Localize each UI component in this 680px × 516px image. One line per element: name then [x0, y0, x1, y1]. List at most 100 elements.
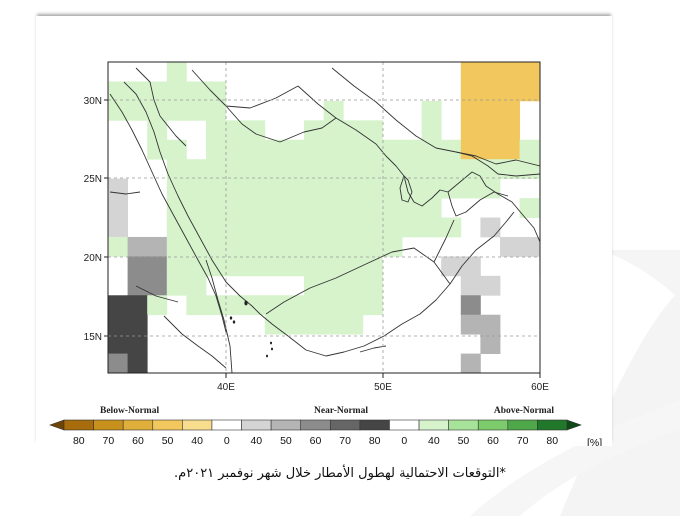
grid-cell	[480, 275, 501, 296]
grid-cell	[343, 159, 364, 180]
grid-cell	[225, 120, 246, 141]
grid-cell	[460, 81, 481, 102]
lat-label-30n: 30N	[84, 96, 102, 107]
lat-label-25n: 25N	[84, 174, 102, 185]
islands	[229, 300, 273, 358]
grid-cell	[598, 218, 612, 238]
grid-cell	[206, 159, 226, 180]
grid-cell	[578, 62, 598, 82]
grid-cell	[559, 101, 579, 121]
grid-cell	[264, 178, 285, 199]
grid-cell	[284, 217, 305, 238]
grid-cell	[343, 139, 364, 160]
above-normal-label: Above-Normal	[494, 406, 555, 416]
grid-cell	[245, 198, 266, 218]
grid-cell	[323, 120, 344, 141]
colorbar-swatch	[507, 419, 538, 431]
grid-cell	[127, 275, 148, 296]
colorbar-swatch	[477, 419, 509, 431]
grid-cell	[323, 100, 344, 121]
legend-unit: [%]	[587, 437, 602, 446]
grid-cell	[402, 159, 422, 180]
grid-cell	[421, 100, 442, 121]
grid-cell	[245, 256, 266, 277]
grid-cell	[500, 62, 520, 82]
grid-cell	[323, 139, 344, 160]
grid-cell	[264, 159, 285, 180]
grid-cell	[559, 81, 579, 101]
grid-cell	[323, 178, 344, 199]
grid-cell	[460, 159, 481, 180]
grid-cell	[206, 81, 226, 102]
grid-cell	[304, 139, 324, 160]
grid-cell	[245, 217, 266, 238]
grid-cell	[500, 120, 520, 141]
forecast-map: 30N 25N 20N 15N 40E 50E 60E Below-Normal…	[49, 61, 612, 446]
grid-cell	[323, 159, 344, 180]
grid-cell	[559, 62, 579, 82]
colorbar-swatch	[359, 419, 390, 431]
grid-cell	[539, 178, 540, 199]
grid-cell	[559, 237, 579, 257]
figure-caption: *التوقعات الاحتمالية لهطول الأمطار خلال …	[174, 466, 506, 481]
grid-cell	[500, 100, 520, 121]
colorbar-swatch	[211, 419, 242, 431]
grid-cell	[166, 275, 187, 296]
grid-cell	[245, 159, 266, 180]
grid-cell	[186, 275, 207, 296]
grid-cell	[578, 392, 598, 412]
grid-cell	[147, 120, 168, 141]
grid-cell	[559, 120, 579, 140]
grid-cell	[225, 139, 246, 160]
grid-cell	[284, 236, 305, 257]
grid-cell	[323, 314, 344, 335]
forecast-figure: 30N 25N 20N 15N 40E 50E 60E Below-Normal…	[36, 16, 612, 446]
grid-cell	[225, 178, 246, 199]
grid-cell	[206, 120, 226, 141]
grid-cell	[166, 178, 187, 199]
colorbar-label: 70	[103, 435, 115, 446]
grid-cell	[460, 295, 481, 316]
grid-cell	[441, 217, 462, 238]
grid-cell	[362, 159, 383, 180]
colorbar-label: 80	[546, 435, 558, 446]
grid-cell	[206, 198, 226, 218]
lat-ticks	[104, 99, 108, 337]
grid-cell	[127, 314, 148, 335]
grid-cell	[362, 198, 383, 218]
grid-cell	[147, 275, 168, 296]
grid-cell	[500, 236, 520, 257]
colorbar-label: 60	[132, 435, 144, 446]
grid-cell	[343, 295, 364, 316]
grid-cell	[147, 100, 168, 121]
grid-cell	[108, 236, 128, 257]
colorbar-label: 40	[250, 435, 262, 446]
grid-cell	[206, 100, 226, 121]
grid-cell	[598, 276, 612, 296]
grid-cell	[127, 236, 148, 257]
grid-cell	[108, 217, 128, 238]
colorbar-swatch	[270, 419, 302, 431]
grid-cell	[304, 275, 324, 296]
grid-cell	[206, 217, 226, 238]
grid-cell	[441, 373, 461, 393]
grid-cell	[559, 256, 579, 276]
colorbar-swatch	[329, 419, 361, 431]
grid-cell	[519, 62, 540, 82]
map-frame	[107, 61, 541, 374]
grid-cell	[304, 198, 324, 218]
grid-cell	[460, 256, 481, 277]
legend-colorbar: 80 70 60 50 40 0 40 50 60 70 80 0 40 50 60 70 80	[49, 419, 582, 446]
grid-cell	[362, 120, 383, 141]
grid-cell	[500, 373, 520, 393]
grid-cell	[539, 236, 540, 257]
lon-ticks	[225, 373, 541, 378]
grid-cell	[225, 236, 246, 257]
colorbar-label: 40	[428, 435, 440, 446]
colorbar-label: 80	[369, 435, 381, 446]
colorbar-label: 80	[73, 435, 85, 446]
grid-cell	[519, 236, 540, 257]
grid-cell	[167, 392, 187, 412]
grid-cell	[362, 139, 383, 160]
